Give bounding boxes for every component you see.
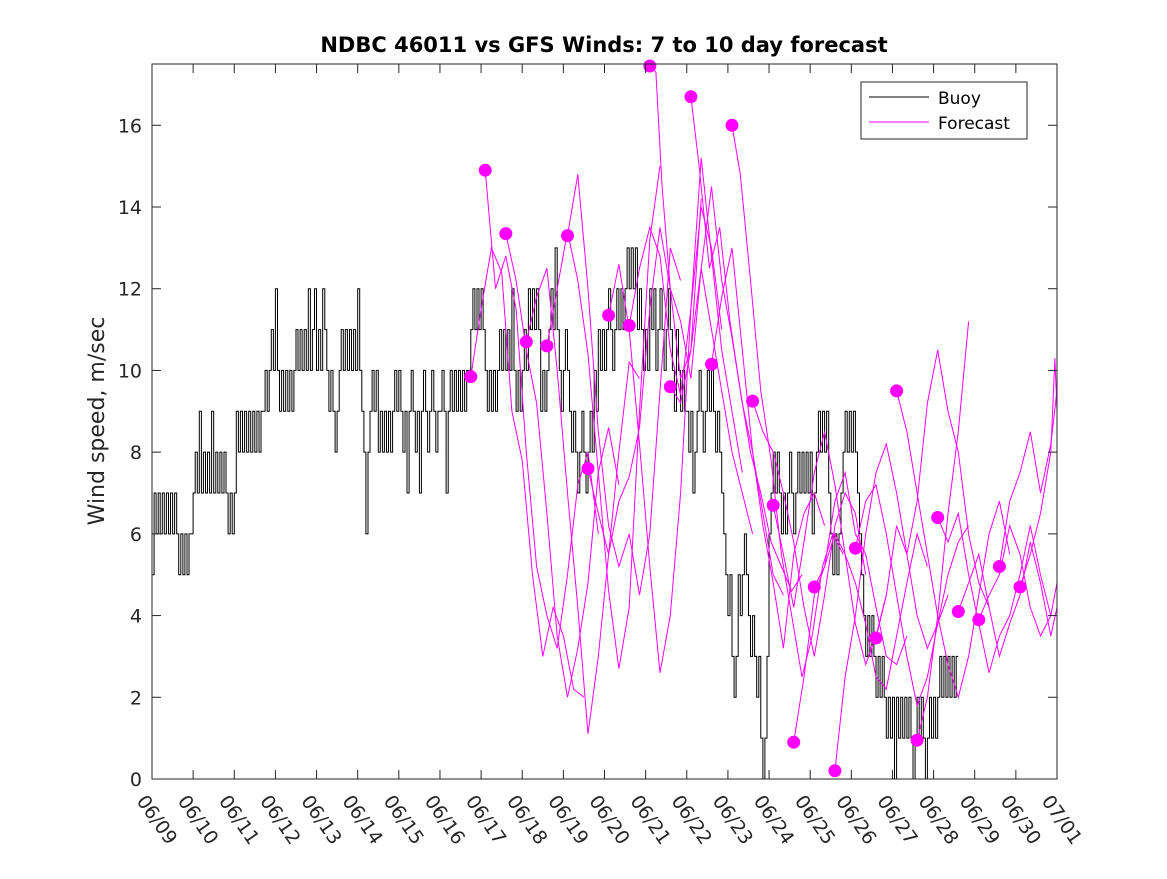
forecast-line-1 [470,246,585,698]
forecast-line-8 [608,206,723,673]
forecast-line-21 [875,349,990,639]
forecast-line-15 [752,400,867,657]
forecast-line-20 [854,483,970,708]
y-tick-label-16: 16 [118,115,142,137]
forecast-line-10 [649,65,754,535]
forecast-start-marker-1 [464,370,478,384]
forecast-line-22 [896,390,1011,700]
forecast-start-marker-4 [519,335,533,349]
legend-label-forecast: Forecast [938,114,1010,134]
forecast-start-marker-2 [478,163,492,177]
forecast-start-marker-26 [972,613,986,627]
forecast-start-marker-3 [499,227,513,241]
marker-layer [464,59,1027,778]
legend-box [860,81,1028,140]
forecast-start-marker-15 [746,394,760,408]
forecast-line-7 [587,198,702,555]
forecast-line-12 [690,96,803,593]
y-tick-label-4: 4 [130,606,142,628]
forecast-start-marker-19 [828,764,842,778]
forecast-start-marker-22 [890,384,904,398]
forecast-start-marker-6 [561,229,574,243]
forecast-start-marker-14 [725,118,739,132]
forecast-line-11 [669,186,784,596]
forecast-line-17 [793,470,908,743]
forecast-start-marker-10 [643,59,657,73]
forecast-start-marker-25 [951,605,965,618]
forecast-start-marker-23 [910,733,924,747]
y-axis-label: Wind speed, m/sec [85,317,110,526]
forecast-start-marker-21 [869,631,883,645]
forecast-start-marker-12 [684,90,698,104]
forecast-start-marker-24 [931,511,945,524]
forecast-line-16 [772,431,887,667]
forecast-line-19 [834,442,949,771]
forecast-line-18 [813,531,928,691]
y-tick-label-8: 8 [130,442,142,464]
forecast-start-marker-7 [581,462,595,475]
forecast-line-13 [711,247,826,649]
forecast-start-marker-11 [663,380,677,394]
forecast-start-marker-5 [540,339,554,353]
forecast-start-marker-13 [705,357,718,371]
forecast-start-marker-27 [992,560,1006,573]
plot-area [152,64,1057,779]
forecast-line-25 [957,541,1058,659]
forecast-line-6 [567,174,682,596]
forecast-start-marker-16 [766,498,780,512]
forecast-line-4 [525,268,640,735]
buoy-line [152,247,959,780]
forecast-start-marker-8 [602,308,616,322]
y-tick-label-14: 14 [118,197,142,219]
chart-title: NDBC 46011 vs GFS Winds: 7 to 10 day for… [320,33,887,57]
legend-label-buoy: Buoy [938,89,981,109]
y-tick-label-12: 12 [118,279,142,301]
forecast-start-marker-28 [1013,580,1027,594]
forecast-line-28 [1019,358,1058,588]
forecast-start-marker-20 [848,541,862,555]
forecast-line-26 [978,523,1058,638]
forecast-line-14 [731,125,844,678]
forecast-start-marker-18 [807,580,821,594]
forecast-line-2 [484,170,599,649]
series-layer [152,65,1058,780]
y-tick-label-0: 0 [130,769,142,791]
forecast-start-marker-9 [622,319,636,332]
y-tick-label-10: 10 [118,360,142,382]
y-tick-label-2: 2 [130,687,142,709]
forecast-start-marker-17 [787,735,801,749]
y-tick-label-6: 6 [130,524,142,546]
forecast-line-24 [937,511,1052,673]
forecast-line-23 [916,321,970,741]
legend: Buoy Forecast [860,81,1028,140]
